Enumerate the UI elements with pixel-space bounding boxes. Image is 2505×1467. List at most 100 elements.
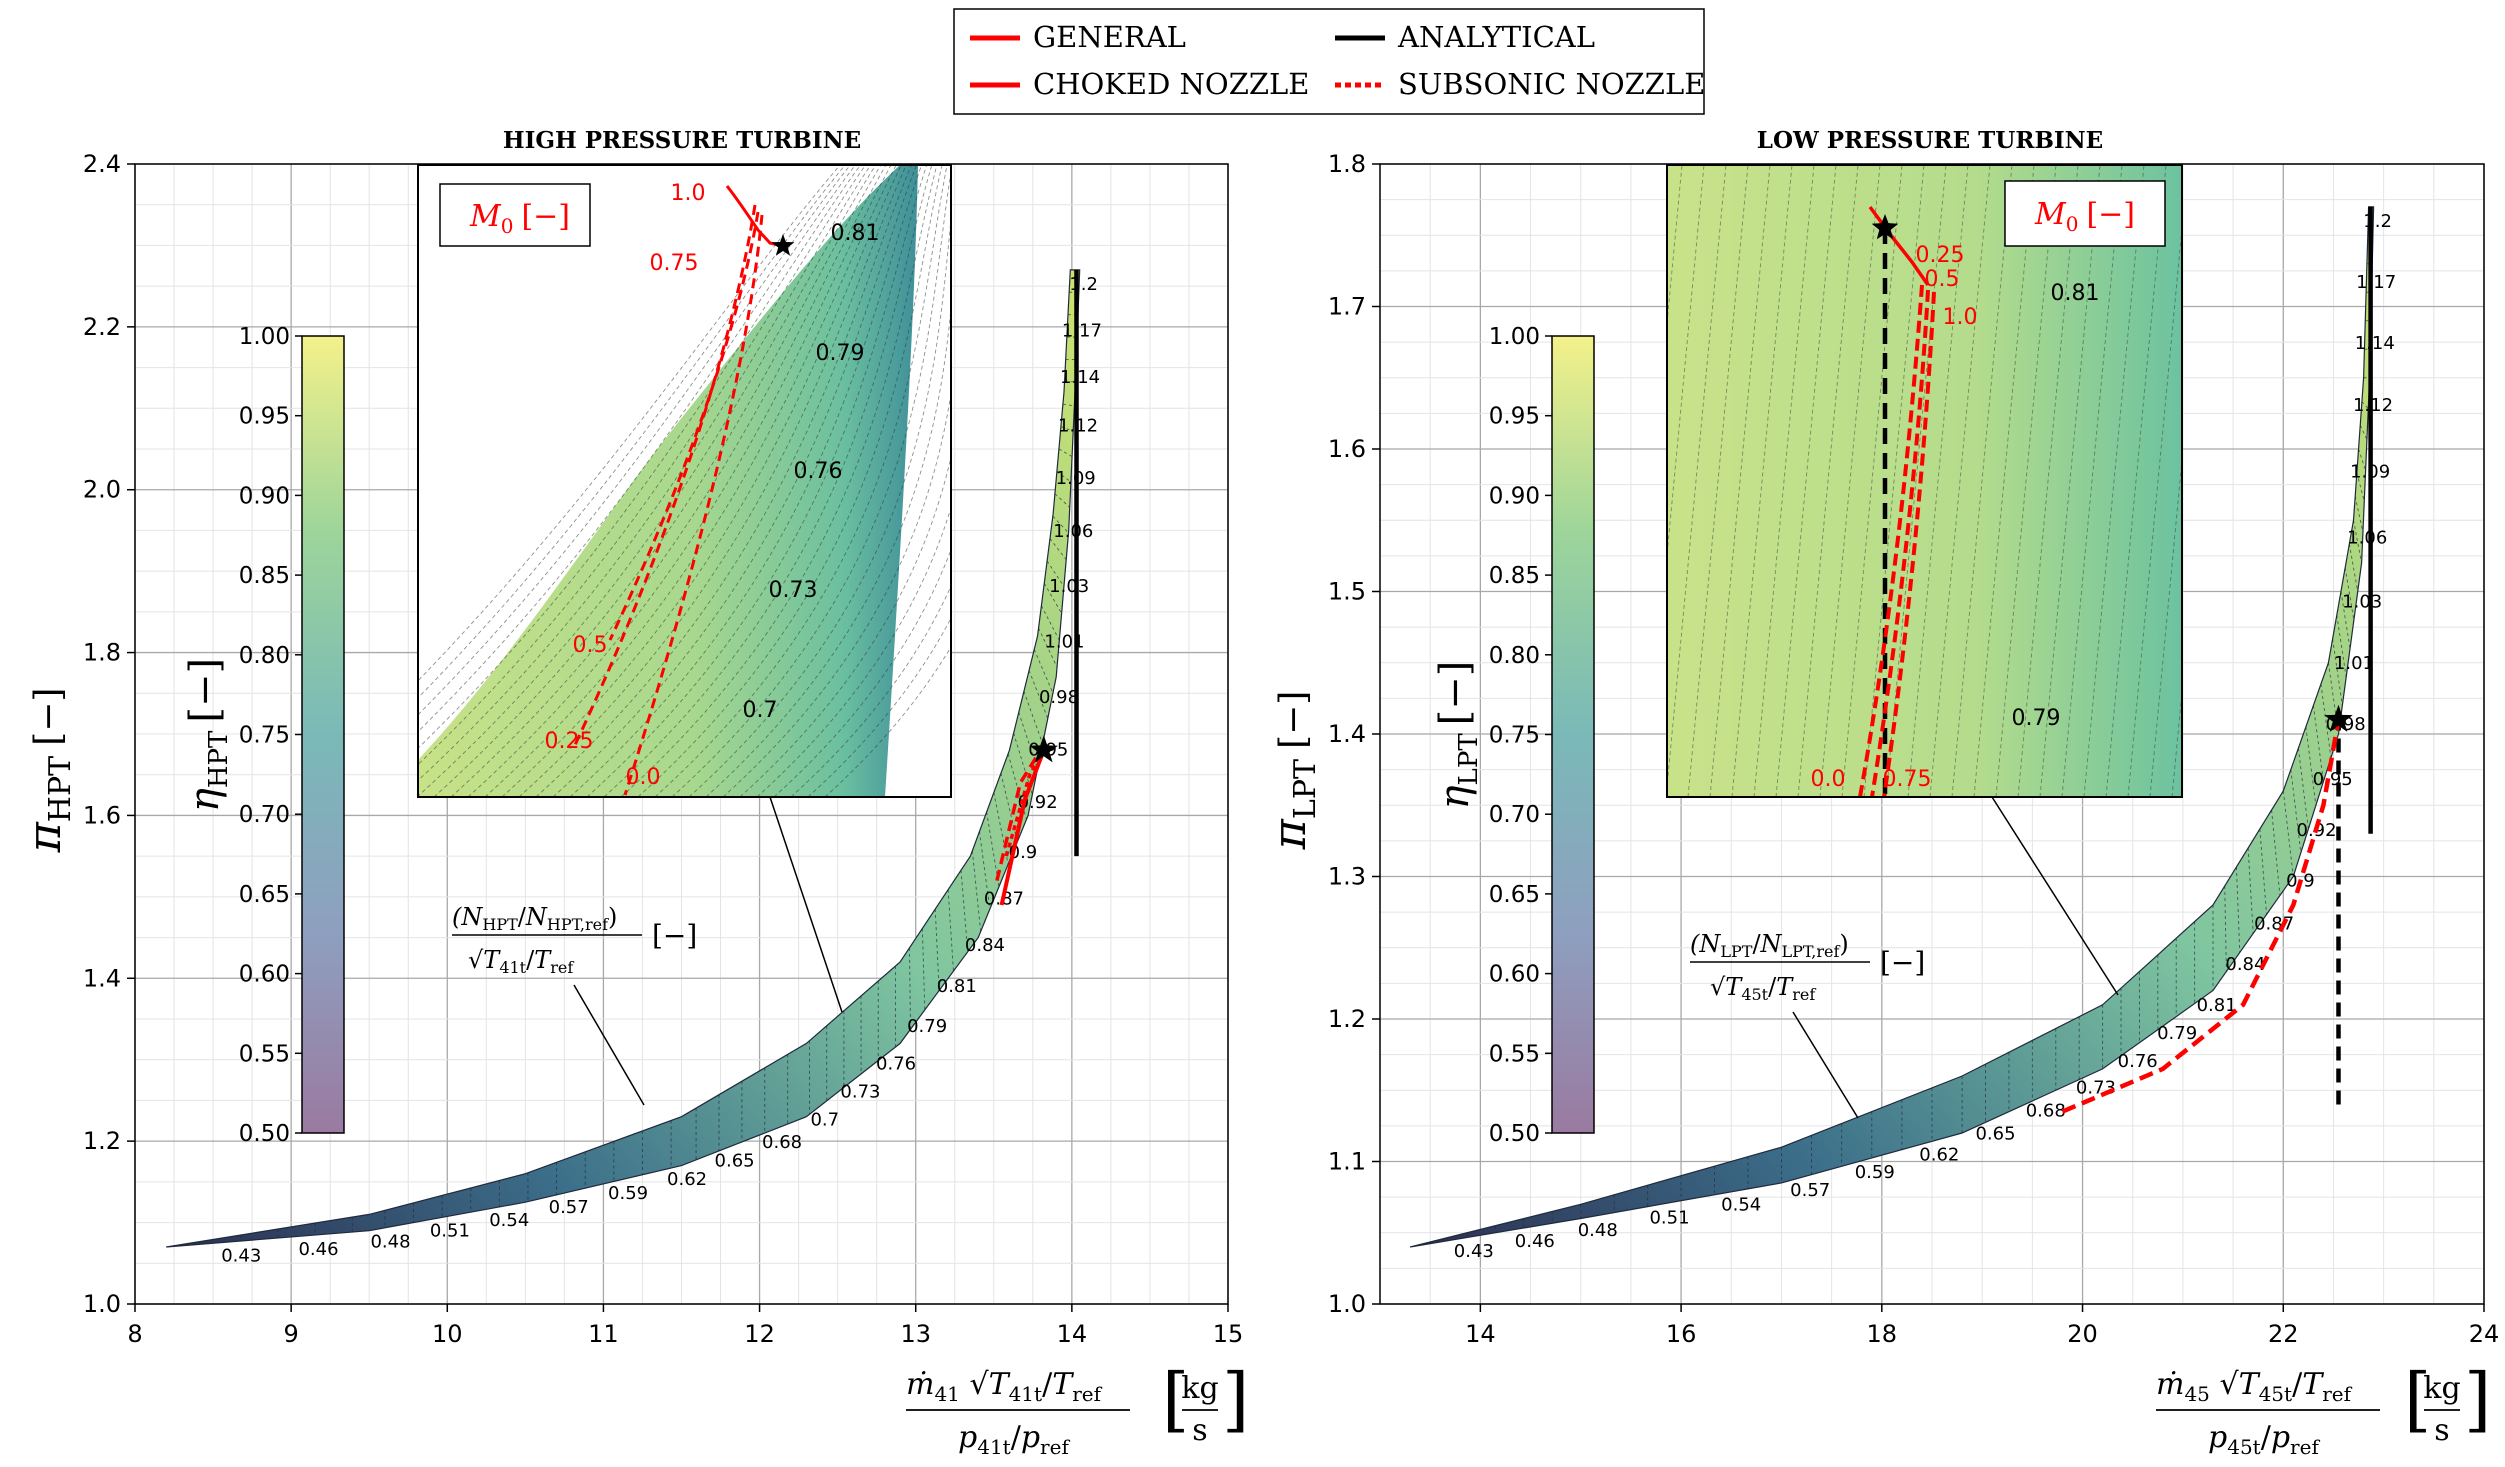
hpt-inset-iso-lines (418, 165, 951, 797)
lpt-y-axis-label: πLPT[−] (1262, 691, 1323, 851)
hpt-colorbar-bar (301, 335, 345, 1134)
lpt-xlabel-denominator: p45t/pref (2208, 1420, 2320, 1459)
speed-label: 0.79 (907, 1016, 947, 1037)
speed-label: 1.06 (2347, 528, 2387, 549)
inset-iso-line (535, 165, 912, 797)
hpt-inset-mach-0.5: 0.5 (573, 633, 608, 658)
hpt-panel: HIGH PRESSURE TURBINE 0.43 0.46 0.480.510.… (17, 127, 1249, 1459)
x-tick-label: 18 (1867, 1320, 1898, 1348)
colorbar-tick-label: 0.55 (1489, 1041, 1540, 1067)
speed-line (2361, 401, 2369, 409)
x-tick-label: 24 (2469, 1320, 2500, 1348)
colorbar-tick-label: 0.85 (1489, 563, 1540, 589)
inset-iso-line (418, 165, 851, 716)
speed-label: 0.48 (1578, 1220, 1618, 1241)
y-tick-label: 1.4 (83, 964, 121, 992)
hpt-inset-subsonic-line-1 (608, 211, 760, 641)
lpt-inset-eff-1: 0.79 (2012, 706, 2061, 731)
hpt-inset-design-star (771, 234, 795, 256)
inset-iso-line (1687, 165, 1749, 797)
hpt-y-axis-label: πHPT[−] (17, 688, 78, 854)
y-tick-label: 2.0 (83, 476, 121, 504)
inset-iso-line (1907, 165, 1969, 797)
lpt-title: LOW PRESSURE TURBINE (1757, 127, 2103, 154)
speed-line (2348, 543, 2359, 592)
lpt-speed-leader (1792, 1011, 1859, 1119)
lpt-unit-bracket-left: [ (2404, 1358, 2431, 1440)
colorbar-tick-label: 0.90 (239, 483, 290, 509)
x-tick-label: 10 (432, 1320, 463, 1348)
x-tick-label: 14 (1057, 1320, 1088, 1348)
hpt-inset-map (418, 165, 918, 797)
lpt-inset: 0.81 0.79 0.25 0.5 1.0 0.0 0.75 M0 [−] (1666, 164, 2183, 996)
hpt-inset-subsonic-line-2 (573, 204, 757, 746)
speed-label: 0.51 (1649, 1207, 1689, 1228)
speed-line (921, 928, 926, 1010)
speed-label: 0.65 (715, 1150, 755, 1171)
hpt-x-axis-label: ṁ41 √T41t/Tref p41t/pref [ kg s ] (906, 1358, 1249, 1459)
y-tick-label: 2.2 (83, 313, 121, 341)
colorbar-tick-label: 0.95 (239, 404, 290, 430)
speed-label: 1.03 (1049, 576, 1089, 597)
lpt-inset-design-star (1871, 214, 1899, 240)
inset-iso-line (620, 165, 938, 797)
hpt-unit-s: s (1192, 1413, 1207, 1448)
inset-iso-line (637, 165, 943, 797)
lpt-inset-mach-title: M0 [−] (2034, 197, 2135, 236)
speed-line (934, 909, 940, 991)
inset-iso-line (569, 165, 923, 797)
x-tick-label: 20 (2067, 1320, 2098, 1348)
speed-line (2247, 847, 2254, 934)
hpt-inset-mach-0.25: 0.25 (545, 729, 594, 754)
lpt-unit-kg: kg (2423, 1371, 2460, 1406)
speed-line (947, 889, 954, 972)
colorbar-tick-label: 0.90 (1489, 483, 1540, 509)
speed-label: 0.87 (2254, 913, 2294, 934)
speed-label: 1.12 (2353, 395, 2393, 416)
x-tick-label: 22 (2268, 1320, 2299, 1348)
hpt-inset-mach-0.0: 0.0 (626, 765, 661, 790)
lpt-inset-subsonic-line-1 (1858, 284, 1924, 797)
lpt-inset-mach-box (2004, 180, 2166, 247)
inset-iso-line (518, 165, 907, 797)
legend-choked-label: CHOKED NOZZLE (1033, 67, 1309, 101)
hpt-y-ticks: 1.0 1.2 1.4 1.6 1.8 2.0 2.2 2.4 (83, 150, 135, 1318)
speed-label: 0.7 (810, 1109, 839, 1130)
speed-line (986, 811, 1000, 887)
speed-label: 0.54 (489, 1210, 529, 1231)
colorbar-tick-label: 0.65 (239, 882, 290, 908)
speed-line (1062, 403, 1075, 407)
y-tick-label: 1.8 (1328, 150, 1366, 178)
speed-label: 0.54 (1721, 1195, 1761, 1216)
speed-label: 1.06 (1053, 521, 1093, 542)
speed-line (1013, 733, 1033, 795)
inset-iso-line (1841, 165, 1903, 797)
inset-iso-line (501, 165, 902, 797)
inset-iso-line (654, 165, 948, 797)
colorbar-tick-label: 0.80 (1489, 643, 1540, 669)
speed-line (1058, 448, 1073, 457)
inset-iso-line (418, 165, 841, 682)
y-tick-label: 1.0 (83, 1290, 121, 1318)
inset-iso-line (586, 165, 928, 797)
inset-iso-line (688, 215, 951, 797)
hpt-inset: 0.81 0.79 0.76 0.73 0.7 1.0 0.75 0.5 0.2… (417, 164, 952, 1013)
hpt-inset-eff-2: 0.76 (794, 459, 843, 484)
speed-line (1052, 515, 1069, 534)
speed-label: 0.73 (2076, 1078, 2116, 1099)
speed-line (1056, 471, 1072, 483)
hpt-xlabel-denominator: p41t/pref (958, 1420, 1070, 1459)
inset-iso-line (603, 165, 933, 797)
lpt-inset-mach-0.25: 0.25 (1916, 243, 1965, 268)
colorbar-tick-label: 0.50 (1489, 1121, 1540, 1147)
inset-iso-line (467, 165, 892, 797)
inset-iso-line (1951, 165, 2013, 797)
inset-iso-line (1819, 165, 1881, 797)
inset-iso-line (418, 165, 866, 766)
speed-label: 1.17 (1062, 320, 1102, 341)
lpt-speed-unit: [−] (1880, 946, 1925, 979)
speed-label: 0.57 (1790, 1180, 1830, 1201)
x-tick-label: 14 (1465, 1320, 1496, 1348)
speed-line (2224, 885, 2227, 972)
speed-line (1046, 560, 1065, 587)
